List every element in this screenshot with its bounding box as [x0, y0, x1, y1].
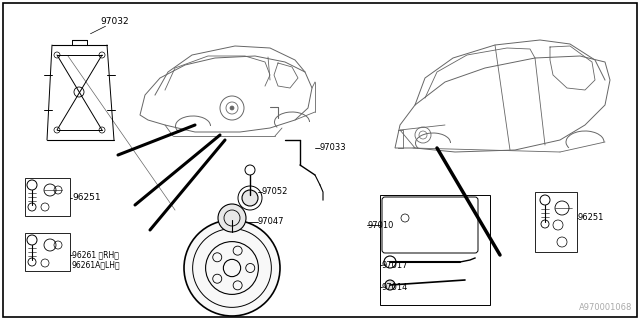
Circle shape [218, 204, 246, 232]
Text: 96261 〈RH〉: 96261 〈RH〉 [72, 251, 119, 260]
Bar [25, 233, 70, 271]
Text: A970001068: A970001068 [579, 303, 632, 312]
Bar [380, 195, 490, 305]
Text: 97017: 97017 [382, 260, 408, 269]
Circle shape [242, 190, 258, 206]
Circle shape [184, 220, 280, 316]
Text: 97047: 97047 [258, 218, 285, 227]
Text: 97010: 97010 [367, 220, 394, 229]
Text: 97052: 97052 [262, 188, 289, 196]
Text: 97014: 97014 [382, 283, 408, 292]
Text: 96251: 96251 [578, 213, 604, 222]
Text: 97032: 97032 [100, 18, 129, 27]
Text: 96261A〈LH〉: 96261A〈LH〉 [72, 260, 120, 269]
Text: 97033: 97033 [320, 143, 347, 153]
Text: 96251: 96251 [72, 194, 100, 203]
Bar [535, 192, 577, 252]
Circle shape [230, 106, 234, 110]
Circle shape [385, 280, 395, 290]
Bar [25, 178, 70, 216]
